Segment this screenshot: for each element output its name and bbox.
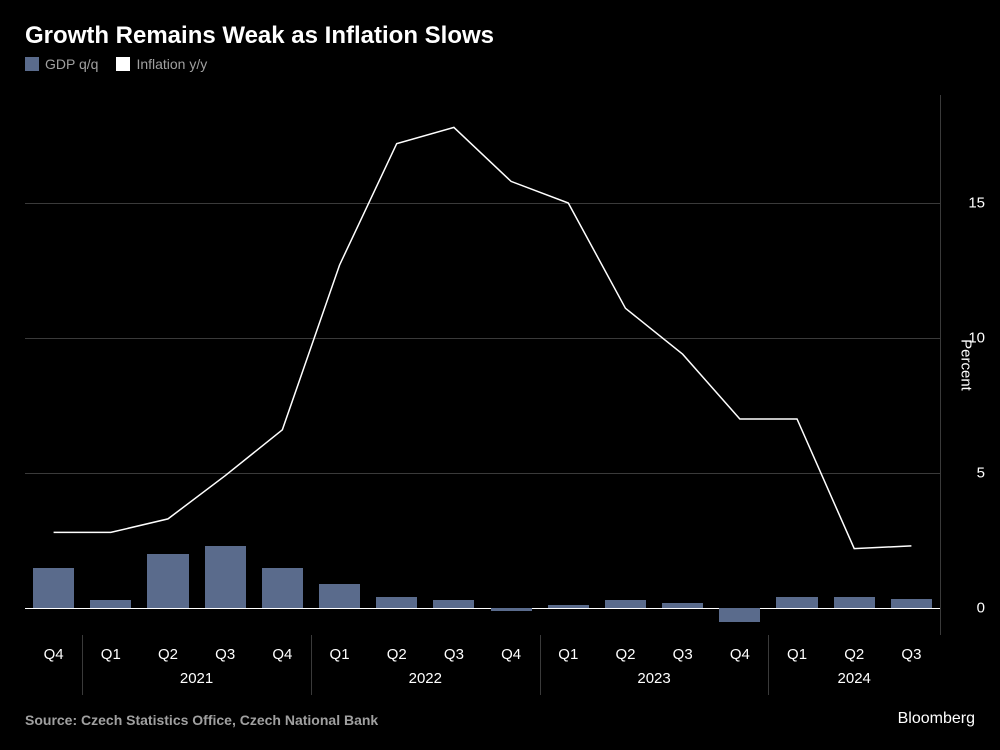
x-tick-label: Q3 <box>444 646 464 663</box>
x-tick-label: Q4 <box>272 646 292 663</box>
inflation-line <box>25 95 940 635</box>
x-tick-label: Q3 <box>215 646 235 663</box>
x-tick-label: Q4 <box>501 646 521 663</box>
plot-border-right <box>940 95 941 635</box>
y-tick-label: 10 <box>968 330 985 347</box>
y-tick-label: 0 <box>977 600 985 617</box>
y-tick-label: 15 <box>968 195 985 212</box>
x-tick-label: Q4 <box>44 646 64 663</box>
x-tick-label: Q3 <box>673 646 693 663</box>
legend-swatch-gdp <box>25 57 39 71</box>
legend-swatch-inflation <box>116 57 130 71</box>
chart-title: Growth Remains Weak as Inflation Slows <box>0 0 1000 56</box>
chart-container: Growth Remains Weak as Inflation Slows G… <box>0 0 1000 750</box>
year-divider <box>768 635 769 695</box>
year-divider <box>540 635 541 695</box>
legend-item-inflation: Inflation y/y <box>116 56 207 72</box>
y-axis-label: Percent <box>958 339 975 391</box>
legend-label-gdp: GDP q/q <box>45 56 98 72</box>
y-tick-label: 5 <box>977 465 985 482</box>
year-label: 2022 <box>409 670 442 687</box>
year-divider <box>311 635 312 695</box>
x-tick-label: Q1 <box>558 646 578 663</box>
legend: GDP q/q Inflation y/y <box>0 56 1000 84</box>
x-tick-label: Q1 <box>787 646 807 663</box>
source-text: Source: Czech Statistics Office, Czech N… <box>25 712 378 728</box>
x-tick-label: Q2 <box>387 646 407 663</box>
x-tick-label: Q2 <box>158 646 178 663</box>
year-label: 2023 <box>637 670 670 687</box>
x-tick-label: Q2 <box>615 646 635 663</box>
year-label: 2021 <box>180 670 213 687</box>
plot-area: Percent 051015Q4Q1Q2Q3Q4Q1Q2Q3Q4Q1Q2Q3Q4… <box>25 95 940 635</box>
x-tick-label: Q1 <box>330 646 350 663</box>
year-divider <box>82 635 83 695</box>
legend-item-gdp: GDP q/q <box>25 56 98 72</box>
x-tick-label: Q4 <box>730 646 750 663</box>
x-tick-label: Q2 <box>844 646 864 663</box>
legend-label-inflation: Inflation y/y <box>136 56 207 72</box>
year-label: 2024 <box>838 670 871 687</box>
x-tick-label: Q1 <box>101 646 121 663</box>
brand-text: Bloomberg <box>898 710 975 728</box>
x-tick-label: Q3 <box>901 646 921 663</box>
